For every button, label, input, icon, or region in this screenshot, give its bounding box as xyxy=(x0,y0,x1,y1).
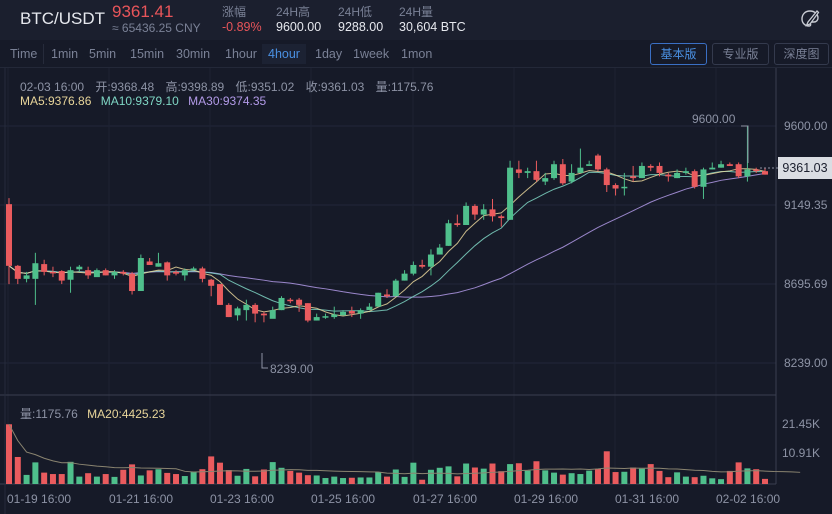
stat-24h-volume: 24H量 30,604 BTC xyxy=(399,3,466,34)
paint-brush-icon xyxy=(801,10,820,27)
tab-1mon[interactable]: 1mon xyxy=(401,47,433,61)
legend-ma5: MA5:9376.86 xyxy=(20,94,92,108)
pro-mode-button[interactable]: 专业版 xyxy=(712,43,769,65)
time-tick: 01-23 16:00 xyxy=(210,492,275,506)
stat-24h-high-label: 24H高 xyxy=(276,5,311,19)
legend-low: 低:9351.02 xyxy=(235,80,295,94)
tab-1hour[interactable]: 1hour xyxy=(225,47,257,61)
legend-vol: 量:1175.76 xyxy=(20,407,78,421)
volume-tick: 10.91K xyxy=(782,446,821,460)
timeframe-toolbar: Time 1min 5min 15min 30min 1hour 4hour 1… xyxy=(0,40,832,68)
time-tick: 01-21 16:00 xyxy=(109,492,174,506)
time-tick: 01-25 16:00 xyxy=(311,492,376,506)
legend-vol-ma20: MA20:4425.23 xyxy=(87,407,166,421)
legend-close: 收:9361.03 xyxy=(305,80,365,94)
time-tick: 02-02 16:00 xyxy=(716,492,781,506)
stat-24h-volume-value: 30,604 BTC xyxy=(399,20,466,34)
time-tick: 01-31 16:00 xyxy=(615,492,680,506)
stat-24h-low-label: 24H低 xyxy=(338,5,373,19)
legend-open: 开:9368.48 xyxy=(95,80,155,94)
stat-change-label: 涨幅 xyxy=(222,5,247,19)
cny-price: ≈ 65436.25 CNY xyxy=(112,21,201,35)
current-price-tag: 9361.03 xyxy=(778,157,832,179)
kline-chart[interactable]: 02-03 16:00 开:9368.48 高:9398.89 低:9351.0… xyxy=(0,68,832,514)
ma-legend: MA5:9376.86 MA10:9379.10 MA30:9374.35 xyxy=(20,94,272,108)
ticker-header: BTC/USDT 9361.41 ≈ 65436.25 CNY 涨幅 -0.89… xyxy=(0,0,832,40)
stat-24h-volume-label: 24H量 xyxy=(399,5,434,19)
legend-high: 高:9398.89 xyxy=(165,80,225,94)
time-tick: 01-19 16:00 xyxy=(7,492,72,506)
tab-15min[interactable]: 15min xyxy=(130,47,165,61)
price-tick: 9600.00 xyxy=(784,119,828,133)
basic-mode-button[interactable]: 基本版 xyxy=(650,43,707,65)
tab-30min[interactable]: 30min xyxy=(176,47,211,61)
candlestick-plot[interactable] xyxy=(0,68,832,514)
tab-5min[interactable]: 5min xyxy=(89,47,117,61)
tab-1min[interactable]: 1min xyxy=(51,47,79,61)
stat-24h-high: 24H高 9600.00 xyxy=(276,3,321,34)
legend-ma10: MA10:9379.10 xyxy=(100,94,179,108)
legend-ma30: MA30:9374.35 xyxy=(188,94,267,108)
price-tick: 8239.00 xyxy=(784,356,828,370)
stat-change: 涨幅 -0.89% xyxy=(222,3,262,34)
legend-volume: 量:1175.76 xyxy=(375,80,434,94)
time-tick: 01-27 16:00 xyxy=(413,492,478,506)
price-tick: 8695.69 xyxy=(784,277,828,291)
ohlc-legend: 02-03 16:00 开:9368.48 高:9398.89 低:9351.0… xyxy=(20,78,441,95)
tab-1day[interactable]: 1day xyxy=(315,47,343,61)
last-price: 9361.41 xyxy=(112,2,174,21)
stat-24h-low-value: 9288.00 xyxy=(338,20,384,34)
stat-change-value: -0.89% xyxy=(222,20,262,34)
time-tick: 01-29 16:00 xyxy=(514,492,579,506)
tab-time[interactable]: Time xyxy=(4,44,45,64)
tab-1week[interactable]: 1week xyxy=(353,47,390,61)
pair-name[interactable]: BTC/USDT xyxy=(20,9,105,28)
legend-time: 02-03 16:00 xyxy=(20,80,85,94)
tab-4hour[interactable]: 4hour xyxy=(262,44,306,64)
max-price-annotation: 9600.00 xyxy=(692,112,736,126)
stat-24h-low: 24H低 9288.00 xyxy=(338,3,383,34)
volume-legend: 量:1175.76 MA20:4425.23 xyxy=(20,405,165,422)
price-tick: 9149.35 xyxy=(784,198,828,212)
min-price-annotation: 8239.00 xyxy=(270,362,314,376)
theme-toggle-button[interactable] xyxy=(800,9,820,29)
depth-chart-button[interactable]: 深度图 xyxy=(774,43,829,65)
volume-tick: 21.45K xyxy=(782,417,821,431)
stat-24h-high-value: 9600.00 xyxy=(276,20,322,34)
